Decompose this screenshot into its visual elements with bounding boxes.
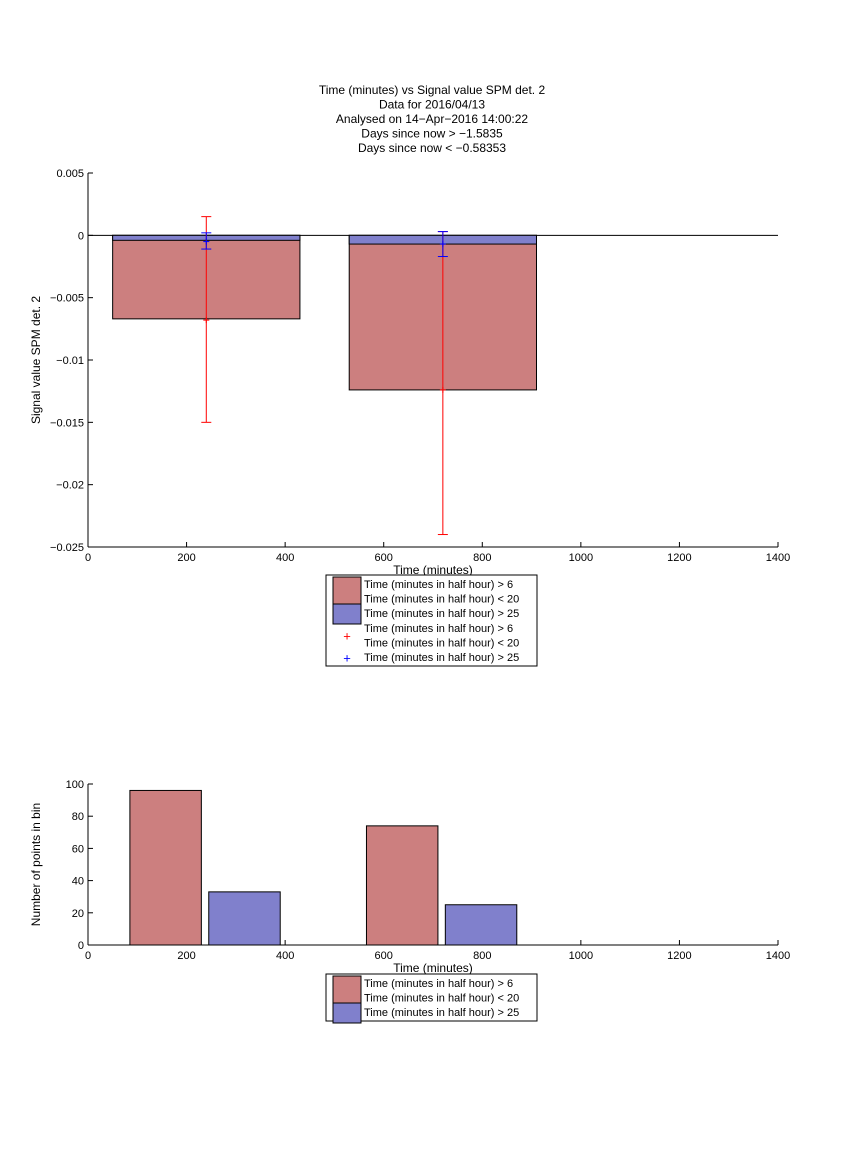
x-tick-label: 1400 — [766, 950, 790, 962]
y-tick-label: −0.01 — [56, 355, 84, 367]
legend-marker: + — [343, 651, 351, 666]
x-tick-label: 1000 — [569, 950, 593, 962]
x-tick-label: 800 — [473, 552, 491, 564]
y-tick-label: −0.005 — [50, 293, 84, 305]
signal-chart: 0 200 400 600 800 1000 1200 1400 0.005 0 −0.005 −0.… — [29, 168, 790, 577]
legend-label: Time (minutes in half hour) > 25 — [364, 608, 519, 620]
y-tick-label: 80 — [72, 811, 84, 823]
y-tick-label: 60 — [72, 843, 84, 855]
y-tick-label: 100 — [66, 779, 84, 791]
legend-label: Time (minutes in half hour) > 25 — [364, 1007, 519, 1019]
x-tick-label: 1200 — [667, 552, 691, 564]
signal-chart-legend: Time (minutes in half hour) > 6 Time (min… — [325, 574, 538, 667]
legend-label: Time (minutes in half hour) > 6 Time (min… — [364, 623, 519, 650]
title-line: Data for 2016/04/13 — [379, 98, 485, 112]
title-line: Analysed on 14−Apr−2016 14:00:22 — [336, 112, 528, 126]
x-tick-label: 600 — [375, 552, 393, 564]
legend-marker: + — [343, 629, 351, 644]
count-chart: 0 200 400 600 800 1000 1200 1400 0 20 40 60 80 100 Tim… — [29, 779, 790, 975]
x-tick-label: 400 — [276, 552, 294, 564]
legend-label: Time (minutes in half hour) > 6 Time (min… — [364, 579, 519, 606]
y-tick-label: 40 — [72, 876, 84, 888]
title-line: Time (minutes) vs Signal value SPM det. … — [319, 83, 546, 97]
legend-swatch — [332, 603, 362, 625]
x-tick-label: 200 — [177, 950, 195, 962]
y-tick-label: 0 — [78, 940, 84, 952]
x-tick-label: 400 — [276, 950, 294, 962]
y-tick-label: −0.025 — [50, 542, 84, 554]
y-axis-label: Signal value SPM det. 2 — [29, 296, 43, 424]
y-tick-label: −0.015 — [50, 417, 84, 429]
legend-label: Time (minutes in half hour) > 25 — [364, 652, 519, 664]
count-bar-series-1 — [444, 904, 518, 946]
count-chart-legend: Time (minutes in half hour) > 6 Time (min… — [325, 973, 538, 1024]
x-tick-label: 800 — [473, 950, 491, 962]
title-line: Days since now < −0.58353 — [358, 141, 506, 155]
legend-swatch — [332, 975, 362, 1006]
x-tick-label: 0 — [85, 552, 91, 564]
title-line: Days since now > −1.5835 — [361, 127, 503, 141]
y-tick-label: 0.005 — [56, 168, 84, 180]
y-tick-label: −0.02 — [56, 480, 84, 492]
y-tick-label: 20 — [72, 908, 84, 920]
legend-label: Time (minutes in half hour) > 6 Time (min… — [364, 978, 519, 1005]
x-tick-label: 1000 — [569, 552, 593, 564]
x-tick-label: 0 — [85, 950, 91, 962]
count-bar-series-1 — [208, 891, 281, 946]
chart-title: Time (minutes) vs Signal value SPM det. … — [319, 83, 546, 155]
legend-swatch — [332, 1002, 362, 1024]
count-bar-series-0 — [365, 825, 439, 946]
x-axis-label: Time (minutes) — [393, 961, 473, 975]
x-tick-label: 1400 — [766, 552, 790, 564]
x-tick-label: 600 — [375, 950, 393, 962]
y-tick-label: 0 — [78, 230, 84, 242]
count-bar-series-0 — [129, 789, 202, 946]
x-tick-label: 1200 — [667, 950, 691, 962]
legend-swatch — [332, 576, 362, 607]
x-tick-label: 200 — [177, 552, 195, 564]
x-axis-label: Time (minutes) — [393, 563, 473, 577]
y-axis-label: Number of points in bin — [29, 803, 43, 926]
